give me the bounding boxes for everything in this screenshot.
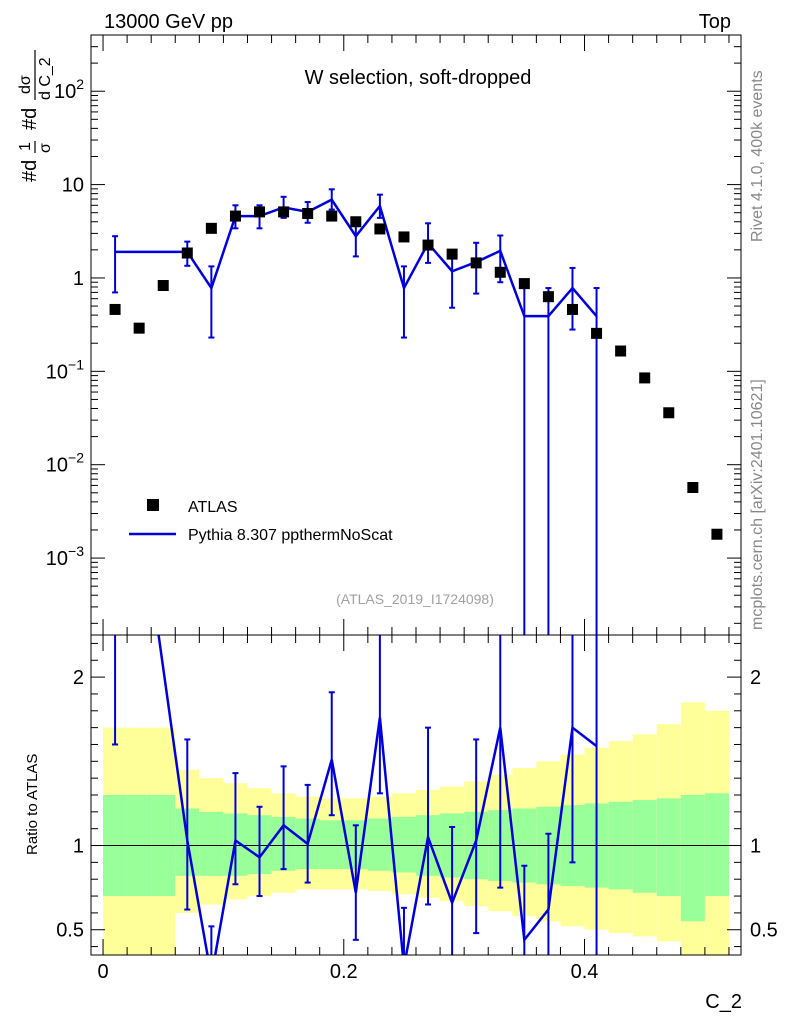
atlas-point	[615, 345, 627, 357]
y-title-var: d C_2	[37, 57, 54, 100]
legend: ATLAS Pythia 8.307 ppthermNoScat	[129, 499, 393, 544]
main-y-tick-label: 10	[62, 175, 84, 197]
inner-band-bin	[367, 818, 392, 871]
inner-band-bin	[656, 798, 681, 897]
atlas-point	[518, 278, 530, 290]
y-title-dsigma: dσ	[17, 75, 34, 94]
inner-band-bin	[632, 800, 657, 893]
atlas-point	[109, 303, 121, 315]
ratio-y-tick-label-right: 2	[750, 667, 761, 689]
atlas-point	[639, 372, 651, 384]
ratio-curve-group	[112, 635, 598, 955]
ratio-y-tick-label-right: 1	[750, 836, 761, 858]
ratio-y-tick-label-right: 0.5	[750, 920, 778, 942]
ratio-plot-layer	[91, 635, 741, 955]
y-title-one: 1	[17, 142, 34, 151]
rivet-label: Rivet 4.1.0, 400k events	[749, 70, 766, 242]
atlas-point	[229, 210, 241, 222]
atlas-point	[470, 257, 482, 269]
y-title-sigma: σ	[37, 143, 54, 153]
main-y-tick-label: 10−1	[46, 356, 84, 383]
ratio-y-tick-label-left: 2	[73, 667, 84, 689]
main-y-tick-label: 102	[54, 76, 84, 103]
main-axis-ticks: 10−3 10−2 10−1 1 10 102	[46, 34, 741, 635]
inner-band-bin	[319, 820, 344, 870]
y-title-prefix: #d	[19, 160, 41, 182]
atlas-point	[205, 222, 217, 234]
atlas-point	[157, 280, 169, 292]
analysis-id: (ATLAS_2019_I1724098)	[336, 591, 494, 607]
main-y-tick-label: 10−2	[46, 450, 84, 477]
atlas-point	[326, 210, 338, 222]
x-tick-label: 0	[97, 961, 108, 983]
main-title: W selection, soft-dropped	[305, 67, 532, 89]
atlas-point	[254, 206, 266, 218]
main-y-tick-label: 1	[73, 268, 84, 290]
atlas-point	[542, 291, 554, 303]
atlas-point	[591, 327, 603, 339]
main-panel: W selection, soft-dropped 10−310−210−111…	[46, 34, 742, 636]
atlas-point	[278, 206, 290, 218]
atlas-point	[302, 208, 314, 220]
inner-band-bin	[391, 816, 416, 873]
atlas-point	[687, 481, 699, 493]
x-axis-title: C_2	[705, 991, 742, 1013]
atlas-point	[181, 247, 193, 259]
ratio-axis-ticks: 0.5 0.5 1 1 2 2 0 0.2 0.4	[56, 635, 778, 983]
legend-pythia-label: Pythia 8.307 ppthermNoScat	[188, 527, 393, 544]
atlas-point	[711, 528, 723, 540]
atlas-point	[446, 248, 458, 260]
ratio-panel: 0.5 0.5 1 1 2 2 0 0.2 0.4 Ratio to ATLAS C_2	[24, 634, 778, 1013]
beam-label: 13000 GeV pp	[104, 11, 233, 33]
ratio-y-title: Ratio to ATLAS	[24, 754, 41, 855]
atlas-point	[422, 239, 434, 251]
atlas-point	[374, 223, 386, 235]
ratio-y-tick-label-left: 1	[73, 836, 84, 858]
main-y-tick-label: 10−3	[46, 543, 84, 570]
main-plot-layer	[109, 188, 723, 635]
inner-band-bin	[704, 793, 729, 897]
inner-band-bin	[199, 811, 224, 876]
atlas-point	[566, 303, 578, 315]
process-label: Top	[699, 11, 731, 33]
x-tick-label: 0.4	[571, 961, 599, 983]
main-y-title: #d 1 σ #d dσ d C_2	[17, 50, 54, 182]
main-frame	[90, 34, 742, 636]
legend-atlas-marker	[147, 499, 159, 511]
inner-band-bin	[680, 795, 705, 922]
y-title-mid: #d	[19, 108, 41, 130]
atlas-point	[398, 231, 410, 243]
ratio-y-tick-label-left: 0.5	[56, 920, 84, 942]
mcplots-label: mcplots.cern.ch [arXiv:2401.10621]	[749, 379, 766, 630]
atlas-point	[494, 266, 506, 278]
atlas-point	[133, 322, 145, 334]
legend-atlas-label: ATLAS	[188, 499, 238, 516]
atlas-point	[350, 216, 362, 228]
x-tick-label: 0.2	[330, 961, 358, 983]
atlas-point	[663, 407, 675, 419]
